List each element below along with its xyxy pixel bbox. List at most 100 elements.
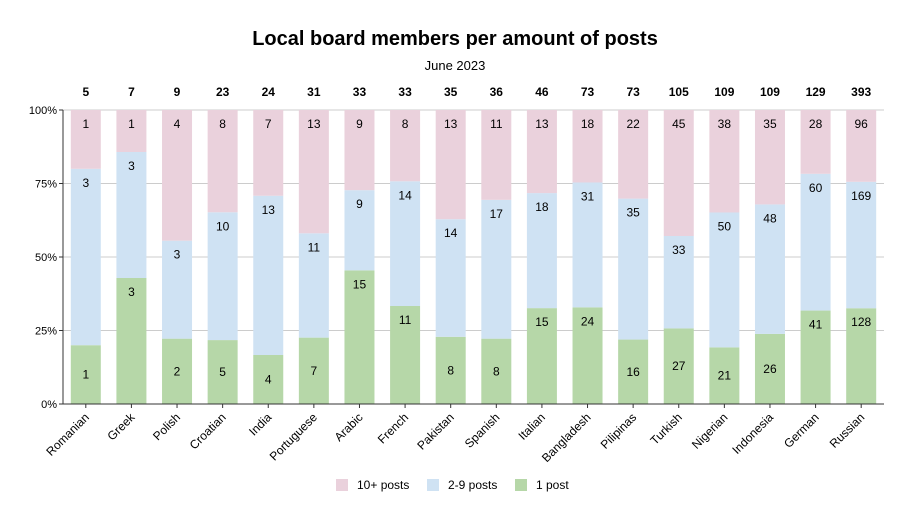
bar-segment — [572, 110, 603, 183]
bar-segment — [390, 181, 421, 306]
data-label: 1 — [82, 368, 89, 382]
total-label: 7 — [128, 85, 135, 99]
total-label: 73 — [626, 85, 640, 99]
x-tick-label: French — [375, 410, 411, 446]
legend-swatch — [515, 479, 527, 491]
bar-segment — [298, 337, 329, 404]
bar-segment — [435, 336, 466, 404]
data-label: 3 — [128, 285, 135, 299]
bar-segment — [253, 195, 284, 355]
data-label: 28 — [809, 117, 823, 131]
total-label: 129 — [806, 85, 826, 99]
data-label: 9 — [356, 197, 363, 211]
bar-segment — [207, 212, 238, 341]
bar-segment — [618, 110, 649, 199]
data-label: 10 — [216, 219, 230, 233]
x-tick-label: Russian — [827, 410, 868, 451]
bar-segment — [435, 110, 466, 220]
data-label: 21 — [718, 369, 732, 383]
bar-segment — [572, 182, 603, 308]
bar-segment — [481, 110, 512, 200]
bar-segment — [298, 233, 329, 338]
data-label: 48 — [763, 211, 777, 225]
bar-segment — [846, 110, 877, 182]
data-label: 17 — [490, 207, 504, 221]
bar-segment — [526, 110, 557, 194]
data-label: 1 — [128, 117, 135, 131]
legend-label: 10+ posts — [357, 478, 409, 492]
bar-segment — [253, 355, 284, 404]
bar-segment — [481, 338, 512, 404]
total-label: 33 — [398, 85, 412, 99]
data-label: 128 — [851, 315, 871, 329]
y-tick-label: 0% — [41, 399, 57, 411]
bar-segment — [162, 338, 193, 404]
x-tick-label: German — [781, 410, 822, 451]
chart-subtitle: June 2023 — [425, 58, 486, 73]
bar-segment — [344, 110, 375, 191]
y-tick-label: 25% — [35, 326, 57, 338]
bar-segment — [618, 339, 649, 404]
total-label: 36 — [490, 85, 504, 99]
x-tick-label: Nigerian — [689, 410, 731, 452]
bar-segment — [70, 168, 101, 346]
bar-segment — [253, 110, 284, 196]
bar-segment — [846, 308, 877, 404]
data-label: 13 — [262, 203, 276, 217]
data-label: 14 — [398, 188, 412, 202]
x-tick-label: Turkish — [647, 410, 684, 447]
bar-segment — [754, 110, 785, 205]
data-label: 33 — [672, 243, 686, 257]
data-label: 24 — [581, 314, 595, 328]
data-label: 4 — [265, 373, 272, 387]
data-label: 11 — [308, 240, 321, 254]
bar-segment — [207, 340, 238, 404]
x-tick-label: Portuguese — [267, 410, 321, 464]
data-label: 169 — [851, 189, 871, 203]
y-tick-label: 100% — [29, 105, 57, 117]
total-labels: 5 7 9 23 24 31 33 33 35 36 46 73 73 105 109 109 129 393 — [82, 85, 871, 99]
data-labels: 1313312345108413771113159911148814138171… — [82, 117, 871, 387]
legend-label: 1 post — [536, 478, 569, 492]
y-axis: 0% 25% 50% 75% 100% — [29, 105, 57, 411]
bar-segment — [116, 152, 147, 278]
bar-segment — [70, 345, 101, 404]
chart-title: Local board members per amount of posts — [252, 28, 658, 50]
data-label: 3 — [174, 248, 181, 262]
bar-segment — [481, 199, 512, 339]
data-label: 16 — [626, 365, 640, 379]
bar-segment — [344, 190, 375, 271]
data-label: 3 — [82, 176, 89, 190]
data-label: 18 — [581, 117, 595, 131]
bar-segment — [800, 110, 831, 174]
bar-segment — [390, 306, 421, 404]
total-label: 24 — [262, 85, 276, 99]
data-label: 7 — [311, 364, 318, 378]
bar-segment — [709, 212, 740, 348]
legend-label: 2-9 posts — [448, 478, 497, 492]
data-label: 13 — [535, 117, 549, 131]
x-tick-label: Croatian — [187, 410, 229, 452]
data-label: 22 — [626, 117, 640, 131]
bar-segment — [663, 236, 694, 329]
bar-segment — [70, 110, 101, 169]
data-label: 8 — [493, 364, 500, 378]
bar-segment — [572, 307, 603, 404]
data-label: 31 — [581, 189, 595, 203]
legend-swatch — [427, 479, 439, 491]
x-axis: Romanian Greek Polish Croatian IndiaPortugue… — [43, 403, 884, 465]
data-label: 8 — [219, 117, 226, 131]
data-label: 8 — [402, 117, 409, 131]
data-label: 60 — [809, 181, 823, 195]
total-label: 23 — [216, 85, 230, 99]
y-tick-label: 75% — [35, 179, 57, 191]
bar-segment — [754, 333, 785, 404]
data-label: 45 — [672, 117, 686, 131]
y-tick-label: 50% — [35, 252, 57, 264]
bar-segment — [162, 240, 193, 339]
data-label: 26 — [763, 362, 777, 376]
data-label: 8 — [447, 363, 454, 377]
data-label: 11 — [490, 117, 503, 131]
data-label: 18 — [535, 200, 549, 214]
